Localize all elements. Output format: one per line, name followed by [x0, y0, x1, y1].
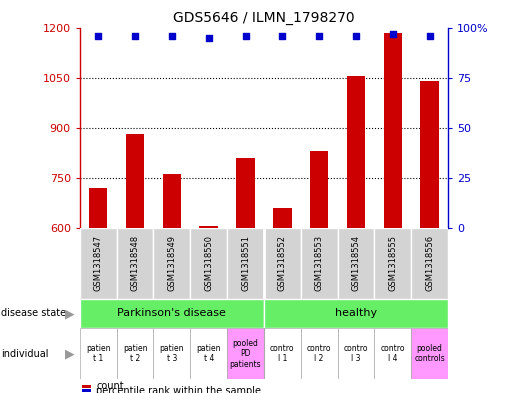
Bar [310, 151, 329, 228]
Text: contro
l 1: contro l 1 [270, 344, 295, 364]
Point [315, 32, 323, 39]
Point [389, 30, 397, 37]
Text: individual: individual [1, 349, 48, 359]
Bar [301, 328, 338, 379]
Text: GSM1318547: GSM1318547 [94, 235, 102, 291]
Text: contro
l 2: contro l 2 [307, 344, 332, 364]
Bar [384, 33, 402, 228]
Text: GSM1318556: GSM1318556 [425, 235, 434, 291]
Text: GSM1318549: GSM1318549 [167, 235, 176, 291]
Text: GSM1318548: GSM1318548 [131, 235, 140, 291]
Text: patien
t 4: patien t 4 [196, 344, 221, 364]
Bar [191, 328, 227, 379]
Bar [411, 228, 448, 299]
Bar [116, 328, 153, 379]
Text: Parkinson's disease: Parkinson's disease [117, 309, 226, 318]
Point [131, 32, 139, 39]
Bar [163, 174, 181, 228]
Bar [82, 389, 91, 392]
Bar [153, 228, 191, 299]
Text: patien
t 3: patien t 3 [160, 344, 184, 364]
Bar [420, 81, 439, 228]
Bar [227, 328, 264, 379]
Text: patien
t 1: patien t 1 [86, 344, 111, 364]
Title: GDS5646 / ILMN_1798270: GDS5646 / ILMN_1798270 [173, 11, 355, 25]
Bar [301, 228, 338, 299]
Text: ▶: ▶ [65, 307, 75, 320]
Text: healthy: healthy [335, 309, 377, 318]
Point [425, 32, 434, 39]
Bar [82, 385, 91, 387]
Bar [153, 328, 191, 379]
Text: GSM1318550: GSM1318550 [204, 235, 213, 291]
Bar [227, 228, 264, 299]
Bar [273, 208, 291, 228]
Bar [411, 328, 448, 379]
Point [242, 32, 250, 39]
Bar [338, 228, 374, 299]
Text: contro
l 4: contro l 4 [381, 344, 405, 364]
Text: pooled
controls: pooled controls [414, 344, 445, 364]
Bar [374, 228, 411, 299]
Bar [199, 226, 218, 228]
Text: GSM1318555: GSM1318555 [388, 235, 397, 291]
Point [204, 35, 213, 41]
Bar [264, 299, 448, 328]
Bar [236, 158, 255, 228]
Point [168, 32, 176, 39]
Bar [374, 328, 411, 379]
Bar [80, 228, 117, 299]
Bar [338, 328, 374, 379]
Text: ▶: ▶ [65, 347, 75, 360]
Text: disease state: disease state [1, 309, 66, 318]
Bar [80, 299, 264, 328]
Text: GSM1318551: GSM1318551 [241, 235, 250, 291]
Bar [347, 76, 365, 228]
Point [94, 32, 102, 39]
Text: GSM1318553: GSM1318553 [315, 235, 323, 291]
Bar [126, 134, 144, 228]
Bar [89, 188, 108, 228]
Point [352, 32, 360, 39]
Text: count: count [96, 381, 124, 391]
Text: GSM1318552: GSM1318552 [278, 235, 287, 291]
Bar [264, 228, 301, 299]
Text: GSM1318554: GSM1318554 [352, 235, 360, 291]
Text: contro
l 3: contro l 3 [344, 344, 368, 364]
Text: percentile rank within the sample: percentile rank within the sample [96, 386, 262, 393]
Bar [80, 328, 117, 379]
Text: pooled
PD
patients: pooled PD patients [230, 339, 261, 369]
Text: patien
t 2: patien t 2 [123, 344, 147, 364]
Bar [264, 328, 301, 379]
Bar [116, 228, 153, 299]
Point [278, 32, 286, 39]
Bar [191, 228, 227, 299]
